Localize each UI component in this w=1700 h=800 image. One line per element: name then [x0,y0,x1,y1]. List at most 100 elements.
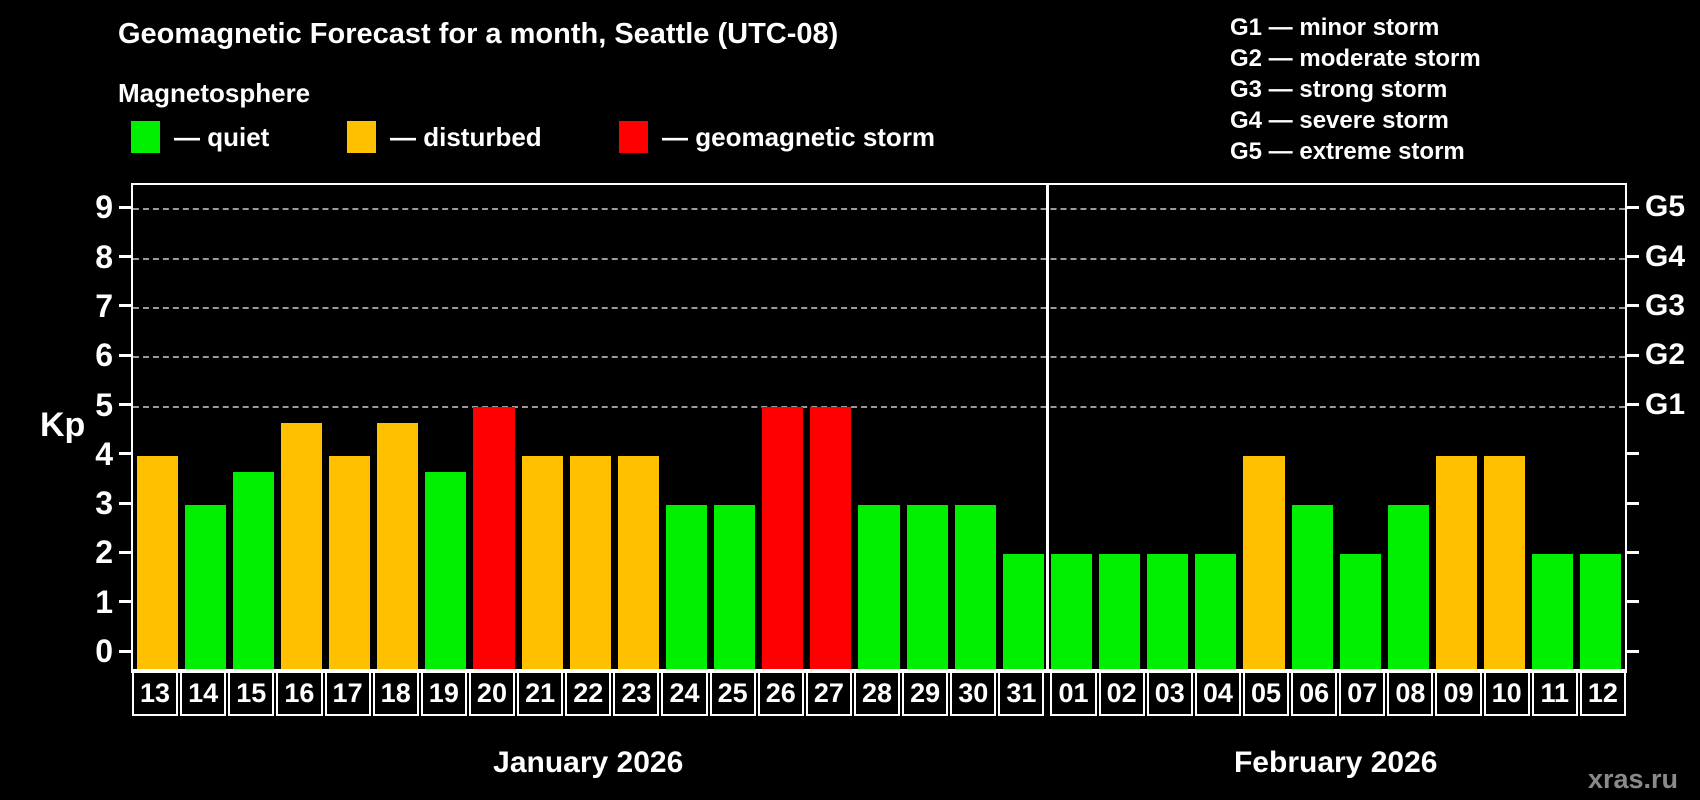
day-label-05: 05 [1242,671,1290,716]
day-label-29: 29 [902,671,949,716]
g4-legend-line: G4 — severe storm [1230,107,1449,134]
right-axis-label-G4: G4 [1645,239,1686,273]
month-label-january: January 2026 [493,746,684,779]
kp-bar-day-09 [1435,455,1478,669]
y-tick-label-7: 7 [95,287,113,324]
day-label-11: 11 [1531,671,1578,716]
legend-item-quiet: — quiet [131,120,269,154]
y-tick-label-5: 5 [95,386,113,423]
day-label-04: 04 [1194,671,1241,716]
right-tick-kp-4 [1627,452,1639,456]
kp-bar-day-05 [1243,455,1285,669]
kp-bar-day-08 [1387,505,1429,669]
kp-bar-day-01 [1050,554,1093,669]
kp-bar-day-07 [1339,554,1381,669]
storm-color-swatch [619,121,648,153]
left-tick-kp-3 [119,501,131,505]
quiet-label: — quiet [174,121,270,152]
kp-bar-day-04 [1195,554,1237,669]
g3-legend-line: G3 — strong storm [1230,76,1448,103]
right-tick-kp-1 [1627,600,1639,604]
kp-bar-day-27 [810,406,852,669]
kp-gridline-8 [133,257,1625,260]
right-tick-kp-0 [1627,649,1639,653]
g2-legend-line: G2 — moderate storm [1230,45,1481,72]
right-tick-kp-8 [1627,255,1639,259]
chart-title: Geomagnetic Forecast for a month, Seattl… [118,18,839,50]
day-label-15: 15 [228,671,275,716]
day-label-01: 01 [1050,671,1097,716]
left-tick-kp-9 [119,205,131,209]
day-label-31: 31 [998,671,1045,716]
day-label-28: 28 [853,671,901,716]
kp-bar-day-18 [377,422,419,669]
storm-label: — geomagnetic storm [662,121,936,152]
left-tick-kp-5 [119,403,131,406]
day-label-19: 19 [420,671,467,716]
day-label-18: 18 [372,671,419,716]
kp-bar-day-24 [665,505,708,669]
day-label-22: 22 [565,671,612,716]
day-label-03: 03 [1146,671,1193,716]
day-label-09: 09 [1435,671,1482,716]
kp-gridline-9 [133,208,1625,211]
right-axis-label-G1: G1 [1645,387,1686,421]
legend-item-disturbed: — disturbed [347,120,542,154]
y-tick-label-8: 8 [95,238,113,275]
month-label-february: February 2026 [1233,746,1438,779]
right-tick-kp-7 [1627,304,1639,308]
kp-bar-day-11 [1532,554,1574,669]
left-tick-kp-2 [119,550,131,554]
y-axis-label: Kp [40,406,86,444]
right-axis-label-G2: G2 [1645,338,1686,372]
kp-bar-day-17 [329,455,371,669]
day-label-24: 24 [661,671,708,716]
day-label-17: 17 [324,671,371,716]
left-tick-kp-1 [119,600,131,604]
legend-item-storm: — geomagnetic storm [619,120,935,154]
right-axis-label-G5: G5 [1645,190,1686,224]
y-tick-label-0: 0 [95,633,113,669]
day-label-12: 12 [1579,671,1626,716]
disturbed-color-swatch [347,121,376,153]
left-tick-kp-0 [119,649,131,653]
kp-bar-day-30 [954,505,996,669]
g5-legend-line: G5 — extreme storm [1230,138,1465,165]
kp-bar-day-06 [1291,505,1333,669]
kp-gridline-7 [133,306,1625,309]
day-label-21: 21 [517,671,564,716]
y-tick-label-6: 6 [95,337,113,374]
kp-bar-day-25 [714,505,756,669]
left-tick-kp-8 [119,255,131,259]
day-label-10: 10 [1483,671,1530,716]
right-tick-kp-2 [1627,550,1639,554]
y-tick-label-2: 2 [95,534,113,571]
kp-bar-day-10 [1484,455,1526,669]
day-label-30: 30 [950,671,997,716]
kp-gridline-5 [133,405,1625,408]
kp-bar-day-20 [473,406,515,669]
plot-area [131,183,1627,673]
kp-bar-day-31 [1002,554,1044,669]
day-label-25: 25 [709,671,756,716]
y-tick-label-1: 1 [95,583,113,620]
day-label-23: 23 [613,671,660,716]
kp-bar-day-21 [521,455,563,669]
g-scale-legend: G1 — minor storm G2 — moderate storm G3 … [1230,12,1481,167]
kp-bar-day-14 [184,505,226,669]
right-tick-kp-3 [1627,501,1639,505]
y-tick-label-3: 3 [95,485,113,522]
kp-bar-day-15 [232,472,274,669]
g1-legend-line: G1 — minor storm [1230,14,1440,41]
watermark: xras.ru [1587,764,1678,794]
day-label-26: 26 [757,671,804,716]
y-tick-label-4: 4 [95,435,113,472]
kp-bar-day-26 [762,406,804,669]
kp-gridline-6 [133,356,1625,359]
kp-bar-day-28 [858,505,900,669]
right-tick-kp-6 [1627,353,1639,357]
kp-bar-day-23 [617,455,659,669]
day-label-16: 16 [276,671,323,716]
kp-bar-day-22 [569,455,611,669]
